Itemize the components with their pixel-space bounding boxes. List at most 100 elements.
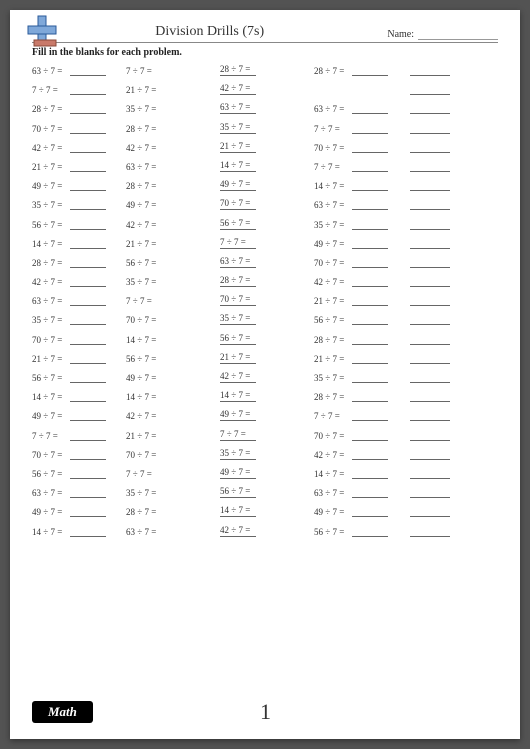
answer-blank[interactable] (410, 182, 450, 191)
answer-blank[interactable] (410, 221, 450, 230)
answer-blank[interactable] (70, 278, 106, 287)
answer-blank[interactable] (352, 182, 388, 191)
problem-cell: 63 ÷ 7 = (32, 486, 122, 498)
problem-cell: 56 ÷ 7 = (126, 352, 216, 364)
answer-blank[interactable] (352, 240, 388, 249)
answer-blank[interactable] (410, 508, 450, 517)
answer-blank[interactable] (70, 259, 106, 268)
answer-blank[interactable] (410, 278, 450, 287)
answer-blank[interactable] (410, 163, 450, 172)
problem-cell: 35 ÷ 7 = (126, 275, 216, 287)
answer-blank[interactable] (352, 451, 388, 460)
answer-blank[interactable] (352, 221, 388, 230)
answer-blank[interactable] (70, 432, 106, 441)
answer-blank[interactable] (70, 67, 106, 76)
problem-text: 21 ÷ 7 = (220, 141, 256, 153)
problem-text: 14 ÷ 7 = (32, 239, 68, 249)
problem-cell: 42 ÷ 7 = (314, 275, 404, 287)
problem-cell: 63 ÷ 7 = (126, 525, 216, 537)
answer-blank[interactable] (352, 125, 388, 134)
answer-blank[interactable] (410, 355, 450, 364)
answer-blank[interactable] (352, 470, 388, 479)
answer-blank[interactable] (70, 144, 106, 153)
answer-blank[interactable] (410, 374, 450, 383)
answer-blank[interactable] (410, 470, 450, 479)
answer-blank[interactable] (70, 508, 106, 517)
problem-text: 70 ÷ 7 = (314, 143, 350, 153)
answer-blank[interactable] (352, 259, 388, 268)
answer-blank[interactable] (352, 336, 388, 345)
problem-cell: 63 ÷ 7 = (126, 160, 216, 172)
footer: Math 1 (10, 699, 520, 725)
answer-blank[interactable] (70, 528, 106, 537)
answer-blank[interactable] (70, 221, 106, 230)
answer-blank[interactable] (352, 105, 388, 114)
problem-text: 28 ÷ 7 = (126, 181, 162, 191)
answer-blank[interactable] (70, 336, 106, 345)
answer-blank[interactable] (70, 125, 106, 134)
answer-blank[interactable] (352, 355, 388, 364)
answer-blank[interactable] (352, 489, 388, 498)
answer-blank[interactable] (70, 163, 106, 172)
answer-blank[interactable] (352, 278, 388, 287)
answer-blank[interactable] (410, 144, 450, 153)
answer-blank[interactable] (352, 316, 388, 325)
answer-cell (408, 505, 498, 517)
instruction-text: Fill in the blanks for each problem. (32, 47, 498, 58)
answer-blank[interactable] (352, 432, 388, 441)
problem-cell: 56 ÷ 7 = (314, 525, 404, 537)
answer-blank[interactable] (70, 105, 106, 114)
answer-blank[interactable] (70, 374, 106, 383)
answer-blank[interactable] (410, 432, 450, 441)
answer-blank[interactable] (410, 105, 450, 114)
answer-blank[interactable] (410, 489, 450, 498)
answer-blank[interactable] (70, 182, 106, 191)
answer-blank[interactable] (410, 528, 450, 537)
answer-blank[interactable] (352, 393, 388, 402)
problem-text: 63 ÷ 7 = (220, 256, 256, 268)
answer-blank[interactable] (70, 355, 106, 364)
answer-cell (408, 448, 498, 460)
problem-cell: 70 ÷ 7 = (32, 122, 122, 134)
answer-blank[interactable] (70, 451, 106, 460)
answer-blank[interactable] (410, 336, 450, 345)
answer-blank[interactable] (410, 125, 450, 134)
answer-blank[interactable] (70, 240, 106, 249)
answer-blank[interactable] (410, 412, 450, 421)
answer-blank[interactable] (410, 451, 450, 460)
answer-blank[interactable] (410, 259, 450, 268)
problem-cell: 7 ÷ 7 = (126, 467, 216, 479)
problem-cell: 28 ÷ 7 = (32, 256, 122, 268)
answer-blank[interactable] (70, 393, 106, 402)
answer-blank[interactable] (352, 508, 388, 517)
problem-cell: 21 ÷ 7 = (126, 237, 216, 249)
answer-blank[interactable] (70, 316, 106, 325)
answer-blank[interactable] (352, 67, 388, 76)
answer-blank[interactable] (352, 374, 388, 383)
answer-blank[interactable] (410, 201, 450, 210)
answer-blank[interactable] (352, 297, 388, 306)
name-field: Name: (387, 29, 498, 40)
problem-text: 14 ÷ 7 = (126, 392, 162, 402)
answer-cell (408, 218, 498, 230)
answer-blank[interactable] (70, 201, 106, 210)
answer-cell (408, 352, 498, 364)
answer-blank[interactable] (70, 297, 106, 306)
answer-blank[interactable] (70, 489, 106, 498)
answer-blank[interactable] (410, 316, 450, 325)
answer-blank[interactable] (410, 393, 450, 402)
answer-blank[interactable] (410, 67, 450, 76)
answer-blank[interactable] (410, 86, 450, 95)
answer-blank[interactable] (70, 412, 106, 421)
answer-blank[interactable] (410, 297, 450, 306)
answer-blank[interactable] (352, 412, 388, 421)
answer-blank[interactable] (352, 163, 388, 172)
answer-blank[interactable] (70, 470, 106, 479)
answer-blank[interactable] (410, 240, 450, 249)
problem-text: 28 ÷ 7 = (220, 64, 256, 76)
answer-blank[interactable] (352, 528, 388, 537)
answer-blank[interactable] (70, 86, 106, 95)
answer-blank[interactable] (352, 144, 388, 153)
answer-blank[interactable] (352, 201, 388, 210)
name-blank[interactable] (418, 30, 498, 40)
